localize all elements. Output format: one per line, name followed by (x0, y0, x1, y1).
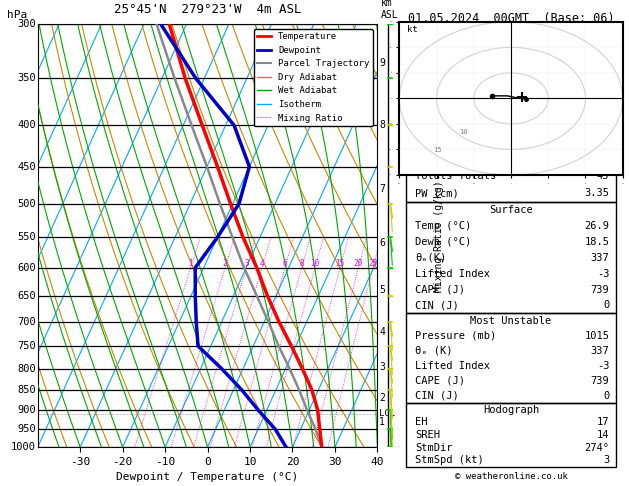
Text: Most Unstable: Most Unstable (470, 316, 552, 326)
X-axis label: Dewpoint / Temperature (°C): Dewpoint / Temperature (°C) (116, 472, 299, 483)
Text: 2: 2 (223, 259, 228, 268)
Text: 337: 337 (591, 253, 610, 262)
Text: 750: 750 (17, 341, 36, 351)
Text: 7: 7 (379, 184, 385, 194)
Text: PW (cm): PW (cm) (415, 188, 459, 198)
Bar (406, 202, 616, 313)
Text: 0: 0 (603, 391, 610, 401)
Text: Mixing Ratio (g/kg): Mixing Ratio (g/kg) (433, 180, 443, 292)
Text: 550: 550 (17, 232, 36, 242)
Text: 274°: 274° (584, 443, 610, 452)
Text: 8: 8 (299, 259, 304, 268)
Text: km
ASL: km ASL (381, 0, 398, 20)
Text: Pressure (mb): Pressure (mb) (415, 331, 496, 341)
Text: 0: 0 (603, 300, 610, 311)
Text: 337: 337 (591, 346, 610, 356)
Text: Hodograph: Hodograph (483, 405, 539, 415)
Bar (406, 151, 616, 202)
Text: 1: 1 (189, 259, 193, 268)
Text: 600: 600 (17, 263, 36, 273)
Text: Totals Totals: Totals Totals (415, 171, 496, 181)
Text: CIN (J): CIN (J) (415, 300, 459, 311)
Text: 739: 739 (591, 376, 610, 386)
Text: Dewp (°C): Dewp (°C) (415, 237, 471, 246)
Text: Surface: Surface (489, 205, 533, 215)
Text: 15: 15 (433, 147, 442, 153)
Bar (406, 313, 616, 403)
Text: EH: EH (415, 417, 428, 427)
Text: 10: 10 (311, 259, 320, 268)
Text: 5: 5 (379, 285, 385, 295)
Text: 3.35: 3.35 (584, 188, 610, 198)
Text: 28: 28 (597, 154, 610, 164)
Text: 650: 650 (17, 291, 36, 301)
Text: SREH: SREH (415, 430, 440, 440)
Text: 26.9: 26.9 (584, 221, 610, 231)
Text: -3: -3 (597, 269, 610, 278)
Text: θₑ (K): θₑ (K) (415, 346, 452, 356)
Text: 300: 300 (17, 19, 36, 29)
Text: 850: 850 (17, 385, 36, 395)
Text: © weatheronline.co.uk: © weatheronline.co.uk (455, 472, 567, 481)
Text: 739: 739 (591, 284, 610, 295)
Text: 9: 9 (379, 58, 385, 68)
Text: 4: 4 (260, 259, 264, 268)
Text: 18.5: 18.5 (584, 237, 610, 246)
Text: 800: 800 (17, 364, 36, 374)
Text: 3: 3 (379, 362, 385, 372)
Text: 400: 400 (17, 121, 36, 130)
Text: CAPE (J): CAPE (J) (415, 376, 465, 386)
Text: 700: 700 (17, 317, 36, 327)
Text: 01.05.2024  00GMT  (Base: 06): 01.05.2024 00GMT (Base: 06) (408, 12, 615, 25)
Text: 25: 25 (369, 259, 377, 268)
Text: 450: 450 (17, 162, 36, 172)
Legend: Temperature, Dewpoint, Parcel Trajectory, Dry Adiabat, Wet Adiabat, Isotherm, Mi: Temperature, Dewpoint, Parcel Trajectory… (253, 29, 373, 126)
Text: 950: 950 (17, 424, 36, 434)
Text: θₑ(K): θₑ(K) (415, 253, 447, 262)
Text: 1015: 1015 (584, 331, 610, 341)
Text: 25°45'N  279°23'W  4m ASL: 25°45'N 279°23'W 4m ASL (114, 3, 301, 16)
Text: hPa: hPa (7, 10, 28, 20)
Text: 3: 3 (603, 455, 610, 465)
Text: Lifted Index: Lifted Index (415, 361, 490, 371)
Text: 3: 3 (244, 259, 248, 268)
Text: CIN (J): CIN (J) (415, 391, 459, 401)
Text: CAPE (J): CAPE (J) (415, 284, 465, 295)
Bar (406, 403, 616, 467)
Text: kt: kt (407, 25, 418, 34)
Text: 6: 6 (379, 239, 385, 248)
Text: 20: 20 (354, 259, 363, 268)
Text: 4: 4 (379, 327, 385, 337)
Text: Temp (°C): Temp (°C) (415, 221, 471, 231)
Text: LCL: LCL (379, 410, 395, 418)
Text: 350: 350 (17, 73, 36, 84)
Text: 1: 1 (379, 417, 385, 427)
Text: 1000: 1000 (11, 442, 36, 452)
Text: -3: -3 (597, 361, 610, 371)
Text: 45: 45 (597, 171, 610, 181)
Text: StmSpd (kt): StmSpd (kt) (415, 455, 484, 465)
Text: 15: 15 (335, 259, 345, 268)
Text: 2: 2 (379, 393, 385, 403)
Text: 10: 10 (459, 129, 467, 135)
Text: 6: 6 (282, 259, 287, 268)
Text: 500: 500 (17, 199, 36, 208)
Text: 900: 900 (17, 405, 36, 415)
Text: Lifted Index: Lifted Index (415, 269, 490, 278)
Text: 14: 14 (597, 430, 610, 440)
Text: 8: 8 (379, 121, 385, 130)
Text: 17: 17 (597, 417, 610, 427)
Text: StmDir: StmDir (415, 443, 452, 452)
Text: K: K (415, 154, 421, 164)
